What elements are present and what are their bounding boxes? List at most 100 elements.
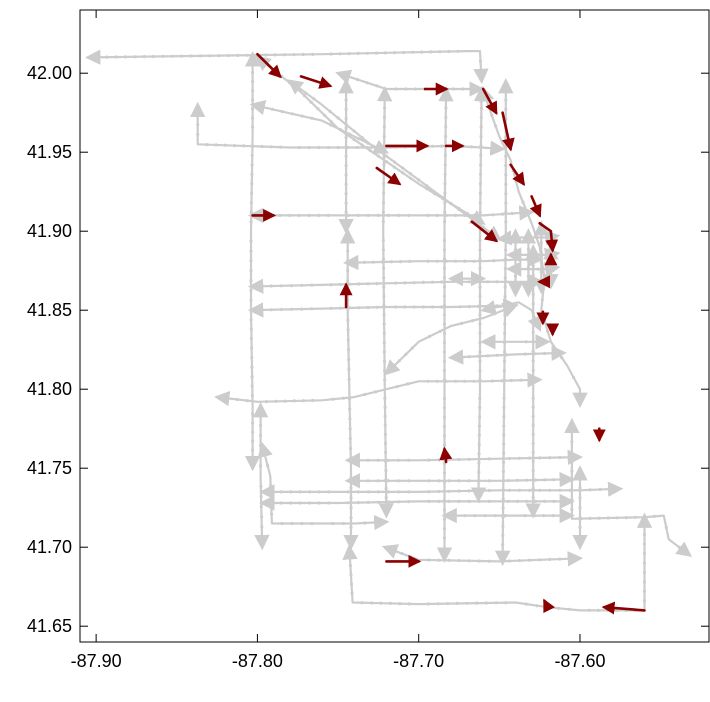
network-node xyxy=(556,606,561,610)
network-node xyxy=(347,52,351,56)
network-node xyxy=(587,608,591,613)
network-node xyxy=(442,517,447,521)
network-node xyxy=(375,84,379,88)
network-node xyxy=(463,514,467,518)
network-node xyxy=(447,489,451,493)
network-node xyxy=(503,514,507,518)
network-node xyxy=(382,294,386,298)
y-tick-label: 41.65 xyxy=(27,616,72,636)
network-node xyxy=(642,551,647,556)
network-node xyxy=(376,479,380,483)
network-node xyxy=(407,602,411,606)
network-node xyxy=(249,269,253,273)
network-node xyxy=(478,415,482,419)
network-node xyxy=(531,432,535,436)
network-node xyxy=(442,508,447,512)
network-node xyxy=(442,369,447,373)
network-node xyxy=(463,259,467,263)
network-node xyxy=(504,163,508,168)
network-node xyxy=(282,53,287,57)
network-node xyxy=(382,322,386,326)
network-node xyxy=(264,53,268,57)
network-node xyxy=(549,265,553,269)
network-node xyxy=(346,348,351,352)
network-node xyxy=(406,382,410,386)
network-node xyxy=(578,496,582,500)
network-node xyxy=(501,469,505,474)
network-node xyxy=(308,490,312,494)
network-node xyxy=(642,542,647,546)
network-node xyxy=(189,54,193,58)
network-node xyxy=(346,213,350,217)
network-lines xyxy=(85,49,693,613)
network-node xyxy=(363,521,367,525)
network-node xyxy=(346,318,350,322)
network-node xyxy=(347,367,351,372)
network-node xyxy=(380,260,384,264)
network-node xyxy=(382,182,386,186)
network-node xyxy=(458,355,462,359)
network-node xyxy=(486,280,490,284)
network-node xyxy=(542,514,546,518)
network-node xyxy=(329,306,333,310)
network-node xyxy=(540,298,544,302)
network-node xyxy=(383,423,387,427)
network-node xyxy=(477,559,481,563)
network-node xyxy=(438,329,442,333)
network-node xyxy=(502,369,506,373)
network-node xyxy=(411,50,415,54)
network-node xyxy=(317,490,321,494)
highlight-arrows xyxy=(251,52,646,615)
network-node xyxy=(500,379,504,383)
network-node xyxy=(524,602,528,606)
y-tick-label: 41.70 xyxy=(27,537,72,557)
network-node xyxy=(344,154,348,158)
network-node xyxy=(677,545,681,549)
network-node xyxy=(250,163,254,167)
network-node xyxy=(336,145,340,150)
network-node xyxy=(366,490,370,494)
network-node xyxy=(336,116,340,120)
network-node xyxy=(346,279,350,283)
network-node xyxy=(260,535,264,539)
network-node xyxy=(477,442,481,447)
network-node xyxy=(391,365,395,369)
network-node xyxy=(503,266,507,270)
network-node xyxy=(382,285,386,289)
highlight-arrow xyxy=(470,220,499,243)
network-node xyxy=(543,499,547,503)
network-node xyxy=(442,424,447,428)
network-node xyxy=(442,341,447,345)
network-node xyxy=(502,424,506,428)
network-node xyxy=(310,521,314,526)
network-node xyxy=(421,280,425,284)
network-node xyxy=(344,135,348,139)
network-node xyxy=(504,173,508,177)
y-tick-label: 41.85 xyxy=(27,300,72,320)
network-node xyxy=(394,281,398,285)
network-node xyxy=(447,479,451,483)
network-node xyxy=(249,249,253,253)
network-node xyxy=(365,145,369,150)
network-node xyxy=(260,105,265,109)
network-node xyxy=(503,313,507,317)
network-node xyxy=(457,499,461,503)
network-node xyxy=(546,329,550,333)
network-node xyxy=(504,88,508,93)
network-node xyxy=(473,514,477,518)
network-node xyxy=(383,441,388,445)
network-node xyxy=(274,399,278,403)
network-node xyxy=(349,506,353,510)
network-node xyxy=(344,210,348,214)
network-node xyxy=(513,283,518,287)
network-node xyxy=(504,154,508,158)
network-node xyxy=(456,49,460,53)
network-node xyxy=(504,201,508,205)
network-node xyxy=(568,455,572,459)
network-node xyxy=(467,499,471,503)
network-node xyxy=(279,307,283,312)
network-node xyxy=(408,259,412,263)
network-node xyxy=(344,173,348,177)
network-node xyxy=(570,469,574,473)
network-node xyxy=(409,176,413,180)
